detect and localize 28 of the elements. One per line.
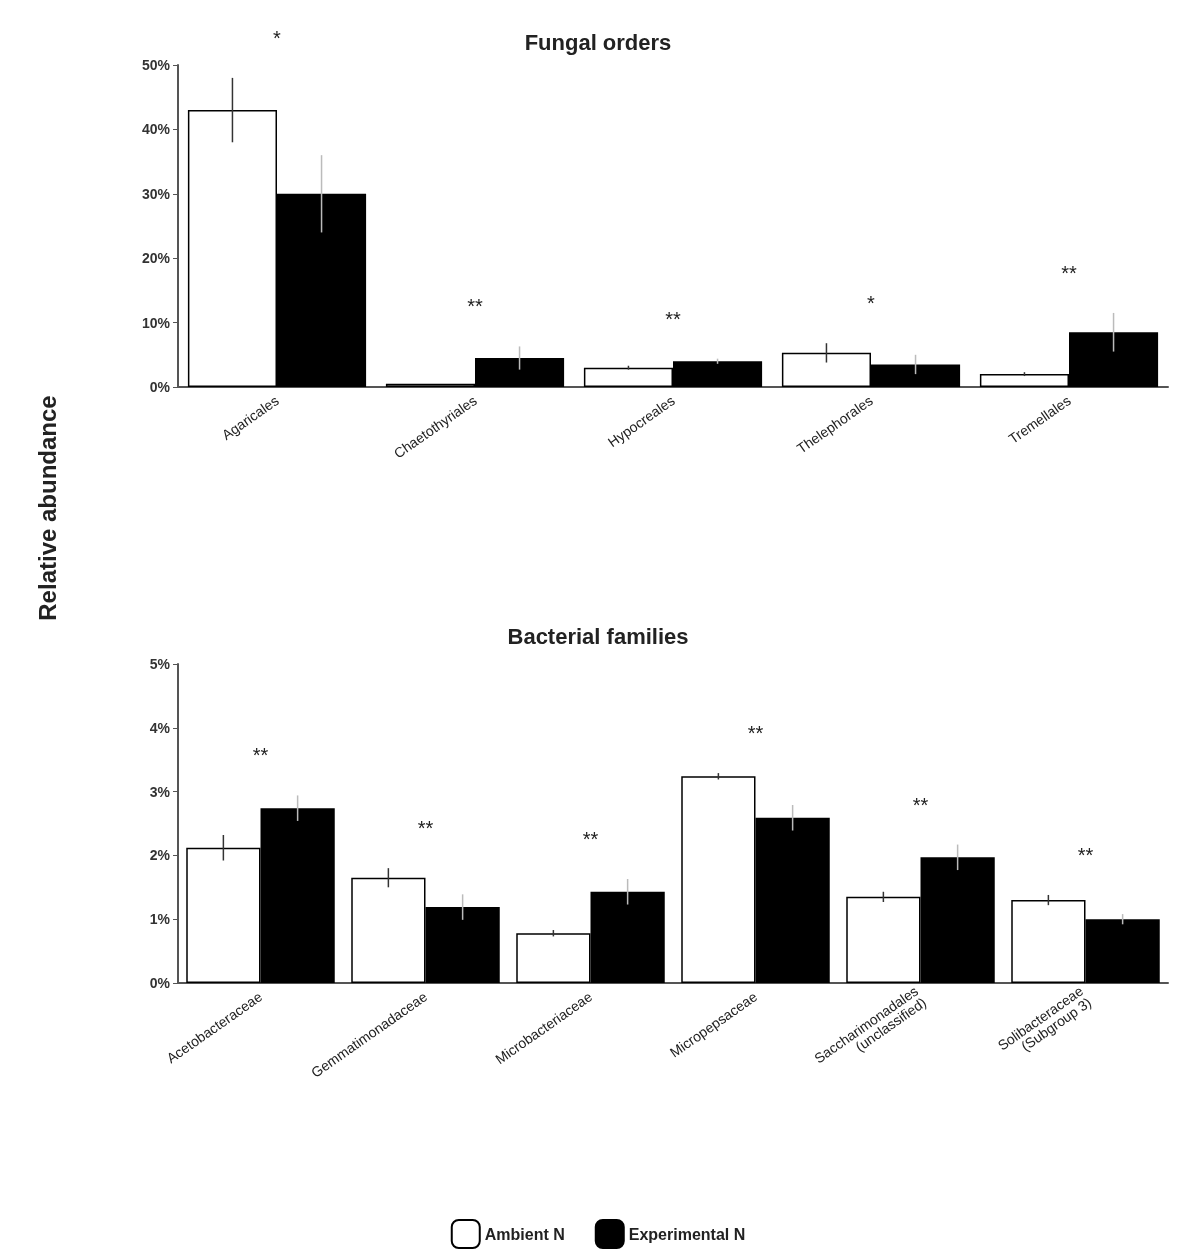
y-tick-label: 50% — [141, 57, 171, 73]
y-axis-title: Relative abundance — [34, 395, 62, 621]
chart-title: Fungal orders — [524, 29, 672, 55]
y-tick-label: 0% — [149, 975, 171, 991]
annotation: ** — [1077, 843, 1094, 866]
annotation: ** — [747, 722, 764, 745]
y-tick-label: 40% — [141, 121, 171, 138]
y-tick-label: 1% — [149, 911, 171, 928]
y-tick-label: 10% — [141, 314, 171, 331]
annotation: ** — [665, 307, 681, 330]
annotation: ** — [912, 793, 929, 816]
y-tick-label: 5% — [149, 656, 171, 672]
y-tick-label: 3% — [149, 783, 171, 800]
y-tick-label: 0% — [149, 379, 171, 395]
annotation: ** — [252, 744, 269, 767]
y-tick-label: 30% — [141, 185, 171, 202]
y-tick-label: 20% — [141, 250, 171, 267]
annotation: ** — [467, 295, 483, 318]
annotation: ** — [417, 817, 434, 840]
annotation: ** — [1061, 261, 1077, 284]
y-tick-label: 4% — [149, 719, 171, 736]
text: * — [273, 26, 282, 49]
y-tick-label: 2% — [149, 847, 171, 864]
annotation: ** — [582, 828, 599, 851]
chart-title: Bacterial families — [507, 623, 689, 649]
annotation: * — [867, 292, 876, 315]
legend-label: Experimental N — [628, 1225, 746, 1243]
legend-label: Ambient N — [484, 1225, 565, 1243]
